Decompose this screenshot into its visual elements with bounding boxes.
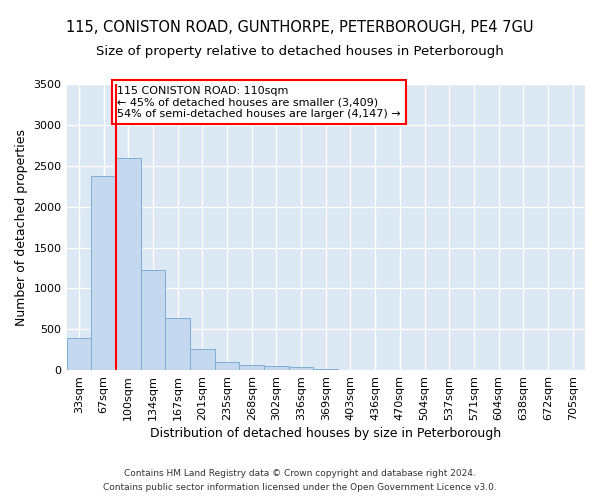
Text: 115, CONISTON ROAD, GUNTHORPE, PETERBOROUGH, PE4 7GU: 115, CONISTON ROAD, GUNTHORPE, PETERBORO… bbox=[66, 20, 534, 35]
Text: Size of property relative to detached houses in Peterborough: Size of property relative to detached ho… bbox=[96, 45, 504, 58]
Text: 115 CONISTON ROAD: 110sqm
← 45% of detached houses are smaller (3,409)
54% of se: 115 CONISTON ROAD: 110sqm ← 45% of detac… bbox=[117, 86, 401, 119]
Bar bbox=[116, 158, 140, 370]
X-axis label: Distribution of detached houses by size in Peterborough: Distribution of detached houses by size … bbox=[150, 427, 502, 440]
Bar bbox=[264, 366, 289, 370]
Bar bbox=[140, 270, 165, 370]
Bar bbox=[165, 318, 190, 370]
Bar bbox=[239, 366, 264, 370]
Bar bbox=[91, 176, 116, 370]
Bar bbox=[289, 367, 313, 370]
Y-axis label: Number of detached properties: Number of detached properties bbox=[15, 128, 28, 326]
Bar bbox=[215, 362, 239, 370]
Text: Contains HM Land Registry data © Crown copyright and database right 2024.: Contains HM Land Registry data © Crown c… bbox=[124, 468, 476, 477]
Bar bbox=[67, 338, 91, 370]
Text: Contains public sector information licensed under the Open Government Licence v3: Contains public sector information licen… bbox=[103, 484, 497, 492]
Bar bbox=[190, 350, 215, 370]
Bar bbox=[313, 368, 338, 370]
